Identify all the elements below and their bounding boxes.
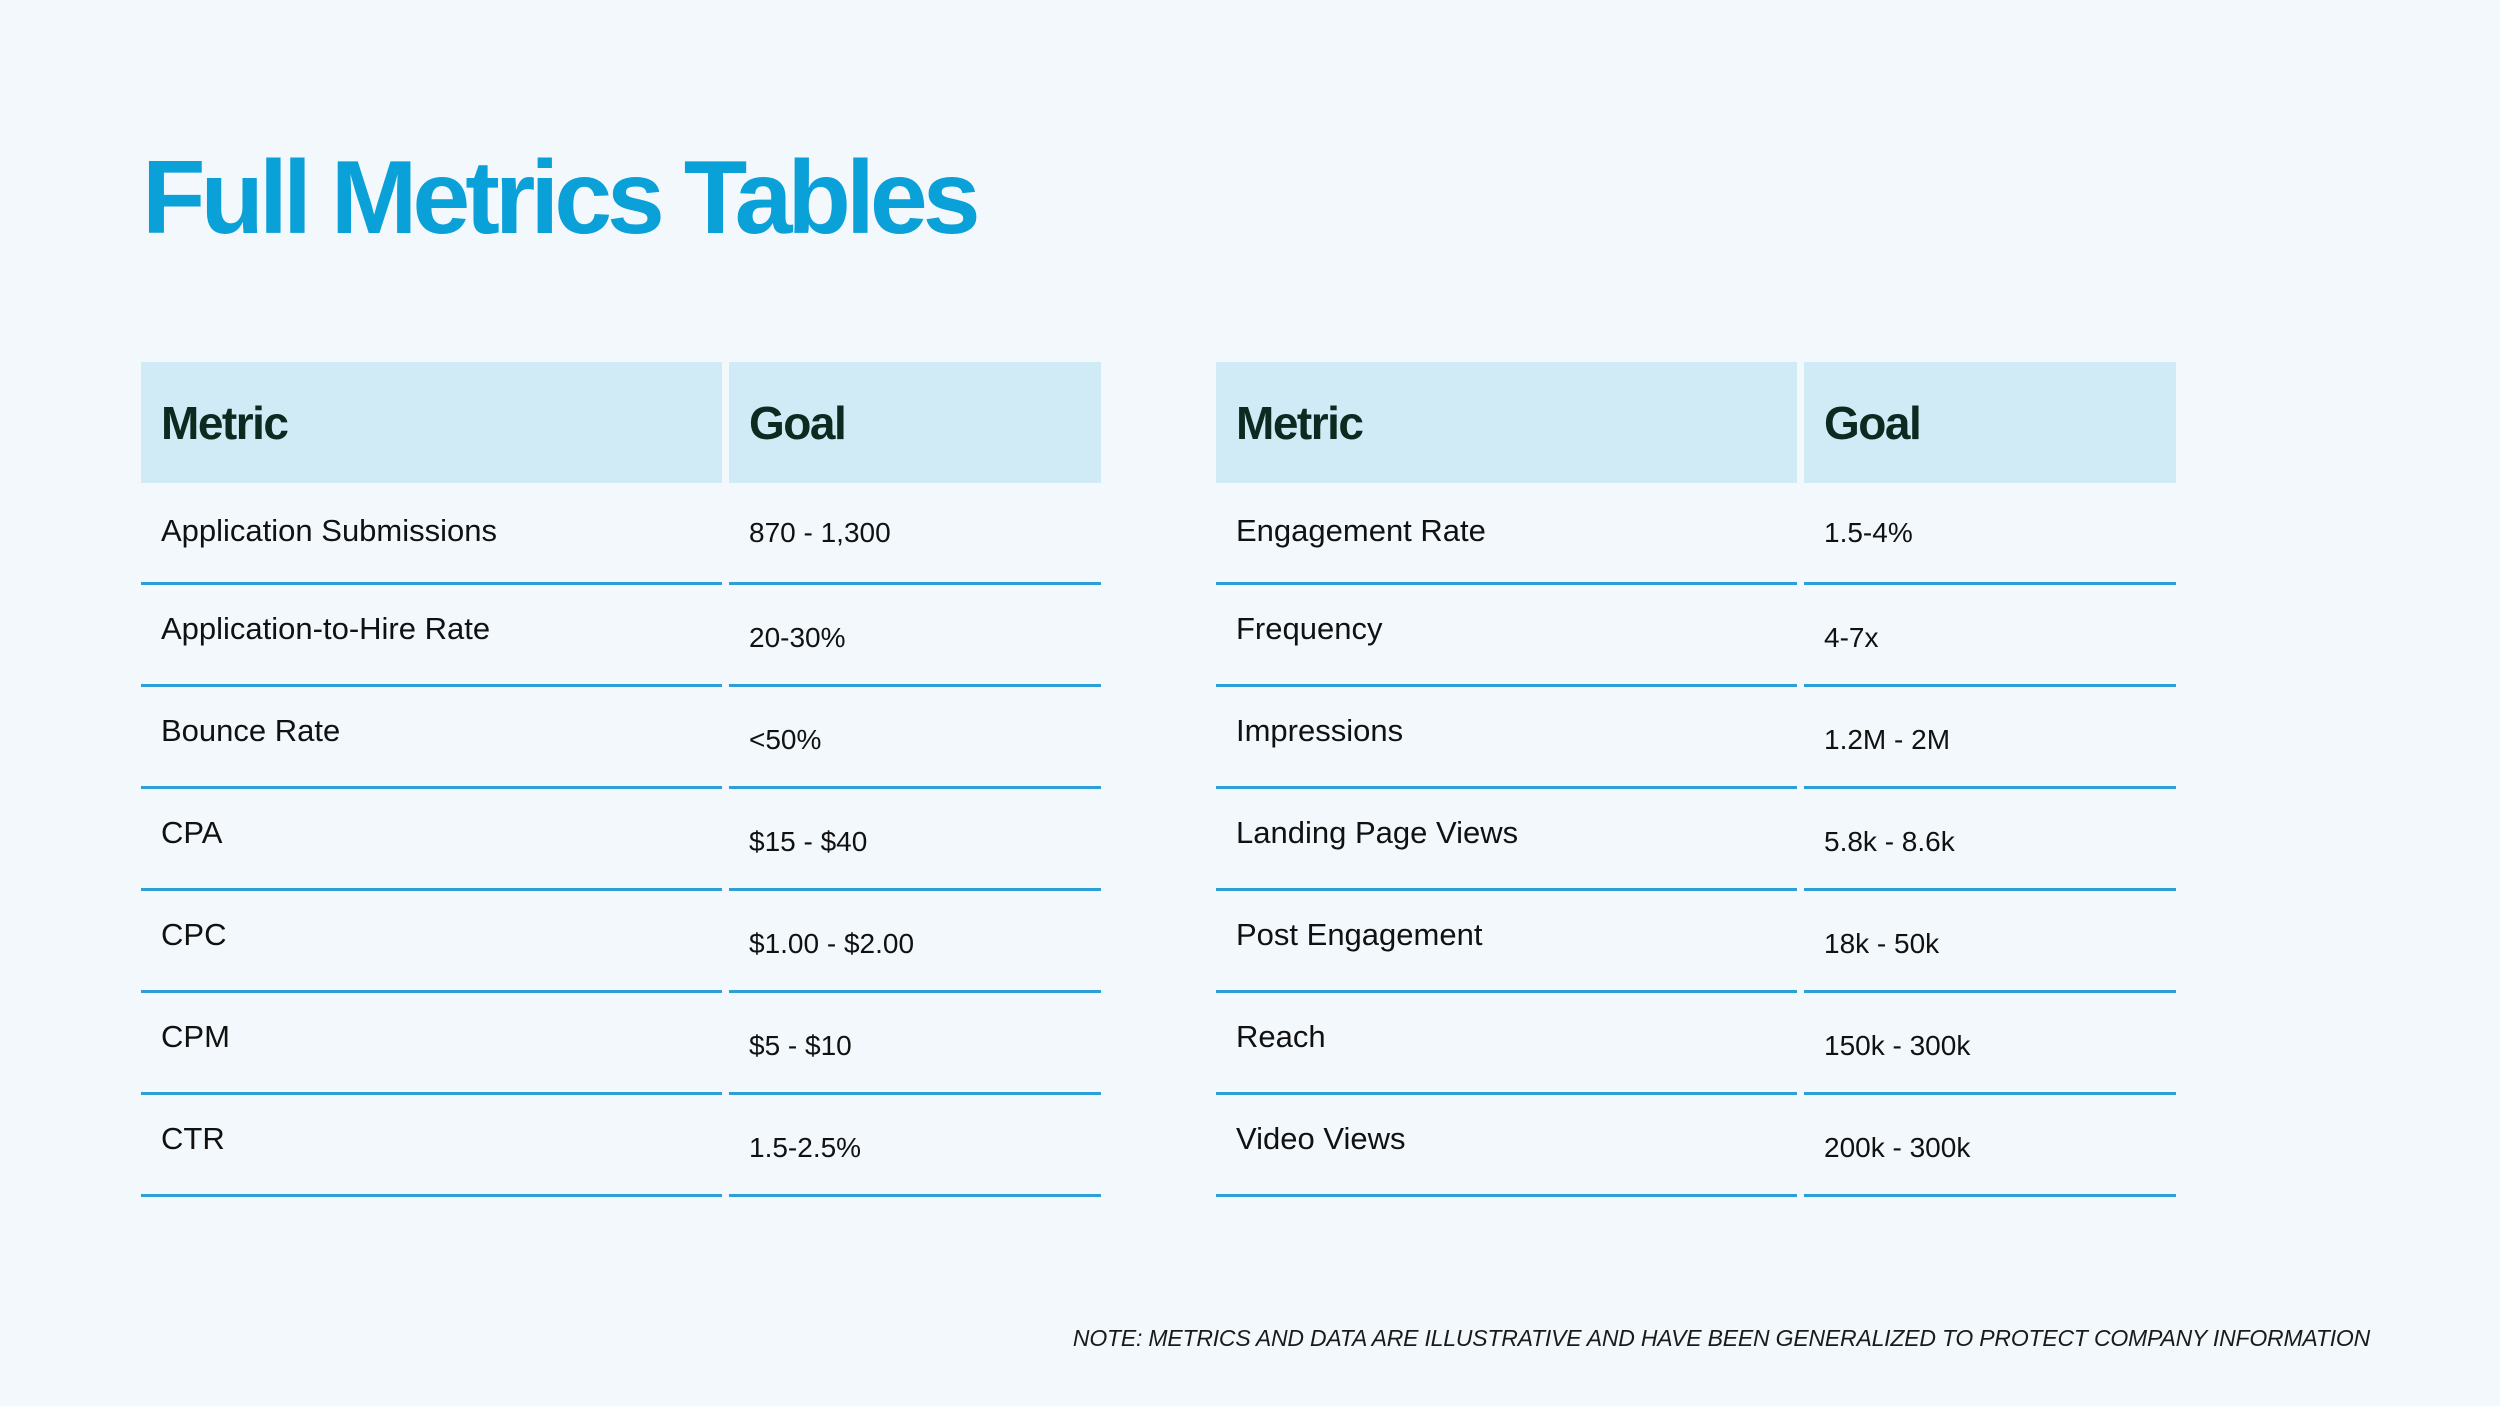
- metric-cell: Reach: [1216, 993, 1797, 1095]
- metric-cell: Post Engagement: [1216, 891, 1797, 993]
- table-header-row: Metric Goal: [1216, 362, 2176, 483]
- table-row: Reach 150k - 300k: [1216, 993, 2176, 1095]
- goal-cell: 870 - 1,300: [729, 483, 1101, 585]
- goal-cell: 1.2M - 2M: [1804, 687, 2176, 789]
- table-row: Bounce Rate <50%: [141, 687, 1101, 789]
- goal-cell: 200k - 300k: [1804, 1095, 2176, 1197]
- metric-cell: Frequency: [1216, 585, 1797, 687]
- metric-cell: Bounce Rate: [141, 687, 722, 789]
- disclaimer-note: NOTE: METRICS AND DATA ARE ILLUSTRATIVE …: [1072, 1325, 2370, 1351]
- table-row: CPM $5 - $10: [141, 993, 1101, 1095]
- page-title: Full Metrics Tables: [142, 140, 981, 256]
- table-header-row: Metric Goal: [141, 362, 1101, 483]
- goal-cell: 18k - 50k: [1804, 891, 2176, 993]
- table-row: Post Engagement 18k - 50k: [1216, 891, 2176, 993]
- column-header-metric: Metric: [1216, 362, 1797, 483]
- table-row: CPA $15 - $40: [141, 789, 1101, 891]
- goal-cell: 1.5-2.5%: [729, 1095, 1101, 1197]
- goal-cell: 150k - 300k: [1804, 993, 2176, 1095]
- metric-cell: CPA: [141, 789, 722, 891]
- goal-cell: $5 - $10: [729, 993, 1101, 1095]
- table-row: Impressions 1.2M - 2M: [1216, 687, 2176, 789]
- metric-cell: Application-to-Hire Rate: [141, 585, 722, 687]
- goal-cell: <50%: [729, 687, 1101, 789]
- goal-cell: 4-7x: [1804, 585, 2176, 687]
- metrics-table-left: Metric Goal Application Submissions 870 …: [134, 362, 1108, 1197]
- goal-cell: $1.00 - $2.00: [729, 891, 1101, 993]
- table-row: Landing Page Views 5.8k - 8.6k: [1216, 789, 2176, 891]
- goal-cell: 5.8k - 8.6k: [1804, 789, 2176, 891]
- metrics-table-right: Metric Goal Engagement Rate 1.5-4% Frequ…: [1209, 362, 2183, 1197]
- metric-cell: CPM: [141, 993, 722, 1095]
- metric-cell: CTR: [141, 1095, 722, 1197]
- table-row: CTR 1.5-2.5%: [141, 1095, 1101, 1197]
- column-header-goal: Goal: [729, 362, 1101, 483]
- metric-cell: Landing Page Views: [1216, 789, 1797, 891]
- table-row: Video Views 200k - 300k: [1216, 1095, 2176, 1197]
- table-row: Application-to-Hire Rate 20-30%: [141, 585, 1101, 687]
- table-row: CPC $1.00 - $2.00: [141, 891, 1101, 993]
- metric-cell: Video Views: [1216, 1095, 1797, 1197]
- column-header-metric: Metric: [141, 362, 722, 483]
- metric-cell: Engagement Rate: [1216, 483, 1797, 585]
- goal-cell: 1.5-4%: [1804, 483, 2176, 585]
- metric-cell: Application Submissions: [141, 483, 722, 585]
- table-row: Engagement Rate 1.5-4%: [1216, 483, 2176, 585]
- table-row: Application Submissions 870 - 1,300: [141, 483, 1101, 585]
- table-row: Frequency 4-7x: [1216, 585, 2176, 687]
- column-header-goal: Goal: [1804, 362, 2176, 483]
- goal-cell: $15 - $40: [729, 789, 1101, 891]
- metric-cell: CPC: [141, 891, 722, 993]
- metric-cell: Impressions: [1216, 687, 1797, 789]
- goal-cell: 20-30%: [729, 585, 1101, 687]
